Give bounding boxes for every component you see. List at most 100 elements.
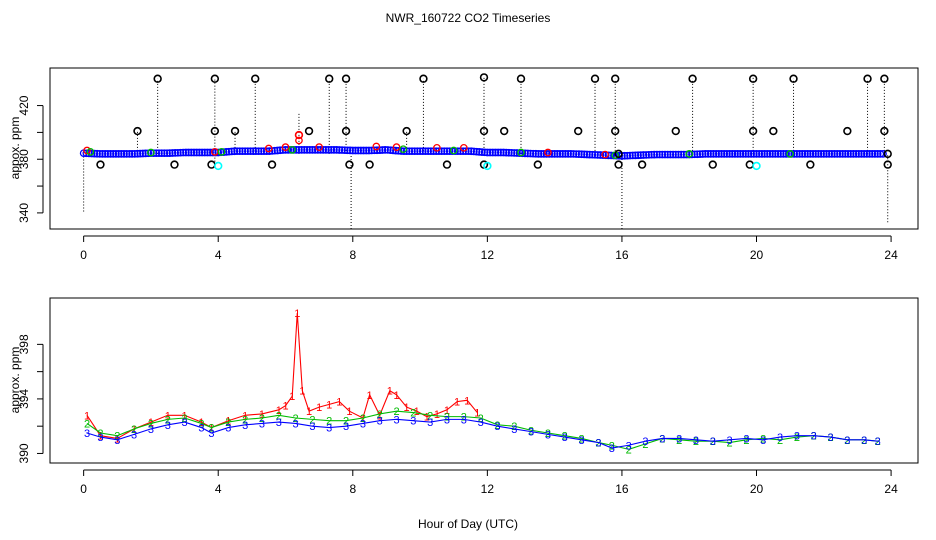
outlier-point — [341, 74, 351, 83]
baseline-point — [645, 150, 653, 159]
baseline-point — [288, 145, 297, 154]
baseline-point — [346, 146, 354, 155]
series-point: 1 — [299, 386, 305, 398]
outlier-point — [748, 126, 758, 136]
baseline-point — [731, 150, 739, 158]
baseline-point — [865, 150, 874, 158]
baseline-point — [698, 150, 707, 158]
baseline-point — [696, 150, 704, 158]
baseline-point — [190, 148, 198, 157]
series-point: 2 — [693, 436, 699, 448]
baseline-point — [879, 150, 887, 158]
baseline-point — [109, 150, 118, 158]
series-point: 3 — [444, 414, 450, 426]
bottom-y-axis-label: approx. ppm — [8, 347, 22, 414]
outlier-point — [499, 126, 509, 136]
baseline-point — [704, 150, 712, 158]
baseline-point — [408, 147, 416, 156]
baseline-point — [486, 148, 494, 157]
outlier-point — [708, 160, 717, 169]
baseline-point — [386, 146, 395, 155]
baseline-point — [233, 147, 241, 156]
baseline-point — [480, 148, 489, 157]
baseline-point — [101, 150, 110, 158]
series-point: 2 — [811, 431, 817, 443]
series-point: 3 — [626, 440, 632, 452]
baseline-point — [90, 149, 99, 158]
series-point: 2 — [97, 428, 103, 440]
baseline-point — [841, 150, 850, 158]
series-point: 1 — [346, 406, 352, 418]
series-line — [86, 410, 878, 450]
series-point: 2 — [309, 414, 315, 426]
series-point: 2 — [861, 435, 867, 447]
baseline-point — [830, 150, 839, 158]
baseline-point — [98, 150, 107, 158]
baseline-point — [669, 150, 677, 159]
baseline-point — [141, 149, 150, 158]
series-point: 3 — [427, 417, 433, 429]
baseline-point — [214, 148, 223, 157]
series-point: 3 — [114, 435, 120, 447]
baseline-point — [238, 147, 247, 156]
top-plot-frame — [49, 67, 919, 230]
top-x-tick-label: 0 — [80, 248, 87, 262]
series-point: 3 — [794, 431, 800, 443]
baseline-point — [758, 150, 766, 158]
outlier-point — [614, 149, 623, 159]
baseline-point — [243, 147, 252, 156]
baseline-point — [596, 151, 605, 159]
series-point: 3 — [309, 421, 315, 433]
baseline-point — [136, 149, 145, 158]
series-point: 2 — [777, 435, 783, 447]
baseline-point — [540, 150, 548, 158]
baseline-point — [491, 148, 500, 157]
baseline-point — [155, 149, 163, 158]
baseline-point — [440, 147, 449, 156]
baseline-point — [836, 150, 844, 158]
baseline-point — [281, 143, 290, 152]
series-point: 3 — [148, 424, 154, 436]
baseline-point — [806, 150, 815, 158]
baseline-point — [372, 142, 381, 151]
baseline-point — [626, 151, 634, 160]
baseline-point — [365, 146, 373, 155]
baseline-point — [114, 150, 123, 158]
baseline-point — [548, 150, 556, 158]
baseline-point — [257, 147, 266, 156]
baseline-point — [163, 149, 171, 158]
baseline-point — [642, 151, 651, 159]
series-point: 3 — [343, 421, 349, 433]
baseline-point — [752, 150, 761, 158]
series-point: 3 — [743, 433, 749, 445]
bottom-x-axis-label: Hour of Day (UTC) — [418, 517, 518, 531]
baseline-point — [631, 151, 640, 160]
baseline-point — [200, 148, 209, 157]
series-point: 1 — [259, 409, 265, 421]
bottom-x-tick-label: 12 — [481, 482, 495, 496]
series-point: 2 — [114, 431, 120, 443]
series-point: 3 — [844, 435, 850, 447]
baseline-point — [849, 150, 858, 158]
baseline-point — [553, 150, 562, 158]
series-point: 3 — [494, 421, 500, 433]
baseline-point — [666, 150, 675, 159]
baseline-point — [192, 148, 201, 157]
series-point: 3 — [659, 433, 665, 445]
baseline-point — [426, 147, 435, 156]
baseline-point — [871, 150, 879, 158]
baseline-point — [782, 150, 790, 158]
series-point: 1 — [414, 406, 420, 418]
baseline-point — [410, 147, 419, 156]
series-point: 2 — [182, 413, 188, 425]
chart-title: NWR_160722 CO2 Timeseries — [386, 11, 551, 25]
baseline-point — [771, 150, 780, 158]
outlier-point — [516, 74, 526, 83]
series-point: 2 — [844, 435, 850, 447]
baseline-point — [308, 145, 317, 154]
series-point: 2 — [827, 432, 833, 444]
series-point: 2 — [326, 416, 332, 428]
baseline-point — [544, 148, 552, 157]
